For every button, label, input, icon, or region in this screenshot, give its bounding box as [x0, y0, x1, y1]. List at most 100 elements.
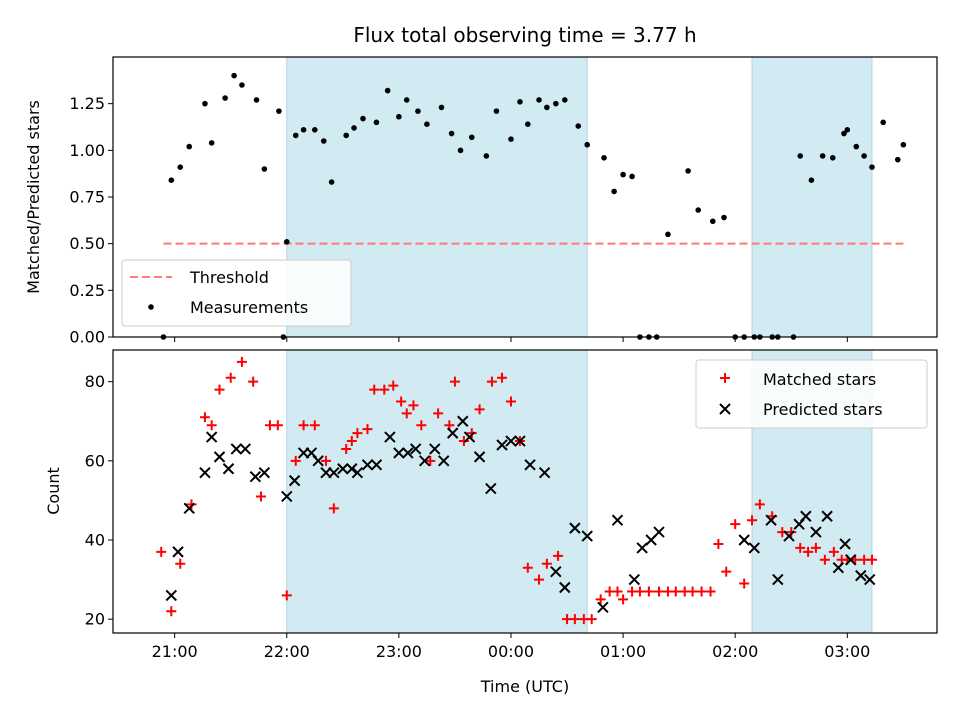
matched-star-point [534, 574, 545, 585]
y-tick-label: 0.25 [69, 281, 105, 300]
matched-star-point [396, 396, 407, 407]
chart-title: Flux total observing time = 3.77 h [353, 23, 696, 47]
top-panel-frame [112, 56, 938, 338]
measurement-point [292, 132, 299, 139]
x-tick-label: 00:00 [488, 642, 534, 661]
predicted-star-point [258, 466, 271, 479]
measurement-point [561, 97, 568, 103]
bottom-panel: 20 40 60 80 21:00 22:00 23:00 00:00 01:00 02:00 0… [44, 350, 938, 661]
predicted-star-point [821, 510, 833, 522]
measurement-point [611, 188, 617, 195]
measurement-point [517, 99, 523, 105]
measurement-point [853, 143, 860, 150]
matched-star-point [186, 499, 197, 510]
measurement-point [508, 136, 514, 142]
measurement-point [880, 119, 886, 126]
measurement-point [457, 147, 464, 154]
shaded-interval [751, 56, 873, 338]
matched-star-point [595, 594, 606, 605]
predicted-star-point [199, 466, 211, 479]
matched-star-point [705, 586, 716, 597]
measurement-point [553, 100, 559, 107]
predicted-star-point [496, 439, 508, 451]
predicted-star-point [538, 466, 551, 479]
matched-star-point [786, 527, 797, 538]
measurement-point [695, 207, 702, 213]
measurement-point [283, 239, 290, 245]
matched-star-point [206, 420, 217, 431]
predicted-star-point [429, 443, 441, 455]
matched-star-point [713, 538, 724, 549]
predicted-star-point [514, 435, 526, 447]
y-tick-label: 60 [85, 451, 105, 470]
matched-star-point [795, 542, 806, 553]
matched-star-point [214, 384, 225, 395]
predicted-star-point [628, 573, 641, 586]
measurement-point [575, 123, 582, 129]
predicted-star-point [855, 569, 867, 582]
x-tick-label: 01:00 [600, 642, 646, 661]
matched-star-point [696, 586, 707, 597]
matched-star-point [341, 443, 352, 454]
measurement-point [797, 153, 804, 159]
measurement-point [231, 72, 237, 79]
predicted-star-point [738, 534, 750, 546]
top-panel-legend: Threshold Measurements [121, 259, 352, 327]
matched-star-point [166, 606, 177, 617]
legend-matched-label: Matched stars [763, 370, 876, 389]
matched-star-point [586, 614, 597, 625]
x-tick-label: 23:00 [376, 642, 422, 661]
measurement-point [829, 155, 836, 161]
matched-star-point [828, 546, 839, 557]
matched-star-point [449, 376, 460, 387]
measurement-point [384, 87, 391, 94]
y-tick-label: 40 [85, 530, 105, 549]
measurement-point [261, 166, 268, 172]
measurement-point [351, 125, 357, 131]
predicted-star-point [361, 459, 374, 471]
measurement-point [685, 168, 691, 174]
predicted-star-point [346, 463, 358, 475]
measurement-point [177, 164, 184, 170]
matched-star-point [248, 376, 259, 387]
matched-star-point [747, 515, 758, 526]
predicted-star-point [581, 530, 593, 542]
predicted-star-point [249, 470, 262, 483]
predicted-star-point [183, 502, 195, 515]
matched-star-point [474, 404, 485, 415]
predicted-star-point [611, 514, 624, 526]
measurement-point [709, 218, 716, 225]
predicted-star-point [384, 431, 396, 443]
x-tick-label: 02:00 [712, 642, 758, 661]
measurement-point [584, 141, 591, 148]
matched-star-point [458, 436, 469, 447]
y-tick-label: 0.75 [69, 188, 105, 207]
matched-star-point [810, 542, 821, 553]
measurement-point [202, 100, 208, 107]
matched-star-point [309, 420, 320, 431]
measurement-point [869, 164, 875, 170]
predicted-star-point [222, 463, 235, 475]
predicted-star-point [418, 455, 431, 467]
predicted-star-point [409, 443, 422, 455]
measurement-point [424, 121, 430, 127]
matched-star-point [352, 428, 363, 439]
x-tick-label: 21:00 [152, 642, 198, 661]
legend-predicted-label: Predicted stars [763, 400, 883, 419]
measurement-point [168, 177, 175, 183]
predicted-star-point [844, 554, 857, 566]
top-panel-series [160, 72, 907, 340]
predicted-star-point [393, 447, 405, 459]
matched-star-point [553, 550, 564, 561]
matched-star-point [819, 554, 830, 565]
predicted-star-point [230, 443, 243, 455]
matched-star-point [541, 558, 552, 569]
x-axis-label: Time (UTC) [480, 677, 569, 696]
measurement-point [343, 132, 349, 139]
matched-star-point [754, 499, 765, 510]
legend-matched-swatch [720, 373, 730, 383]
matched-star-point [486, 376, 497, 387]
matched-star-point [369, 384, 380, 395]
measurement-point [483, 153, 490, 159]
predicted-star-point [239, 443, 251, 455]
